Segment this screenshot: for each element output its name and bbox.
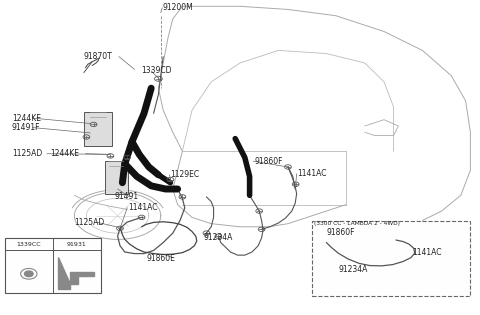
- Text: 1141AC: 1141AC: [298, 169, 327, 178]
- Text: 1141AC: 1141AC: [129, 203, 158, 212]
- Text: 91931: 91931: [67, 242, 87, 247]
- Circle shape: [24, 271, 33, 277]
- Text: 1339CD: 1339CD: [142, 66, 172, 75]
- Text: 1244KE: 1244KE: [50, 149, 79, 158]
- Text: 1125AD: 1125AD: [74, 218, 105, 226]
- Text: 91491: 91491: [114, 192, 138, 201]
- Bar: [312, 220, 470, 296]
- Bar: [84, 112, 112, 146]
- Text: 1129EC: 1129EC: [170, 170, 200, 179]
- Text: 91870T: 91870T: [84, 52, 113, 61]
- Text: 91491F: 91491F: [12, 123, 40, 132]
- Text: 1141AC: 1141AC: [412, 248, 441, 257]
- Text: (3300 CC - LAMBDA 2 - 4WD): (3300 CC - LAMBDA 2 - 4WD): [314, 220, 400, 226]
- Text: 91200M: 91200M: [162, 3, 193, 12]
- Text: 1339CC: 1339CC: [16, 242, 41, 247]
- Text: 91860F: 91860F: [326, 228, 355, 237]
- Text: 91860E: 91860E: [146, 255, 175, 263]
- Bar: [105, 161, 128, 194]
- Bar: [5, 238, 101, 293]
- Polygon shape: [58, 257, 94, 289]
- Text: 1244KE: 1244KE: [12, 114, 41, 123]
- Text: 91860F: 91860F: [254, 157, 283, 166]
- Text: 91234A: 91234A: [204, 233, 233, 242]
- Text: 91234A: 91234A: [338, 265, 368, 274]
- Text: 1125AD: 1125AD: [12, 149, 42, 158]
